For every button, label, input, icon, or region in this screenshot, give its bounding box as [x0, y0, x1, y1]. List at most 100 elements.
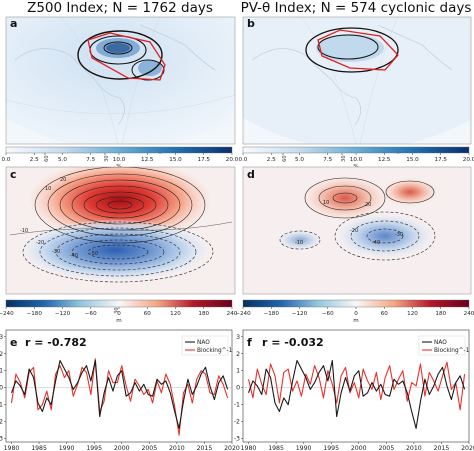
lon-label-b-2: 30°W	[341, 148, 347, 162]
cbar-freq-tick-label-1-8: 20.0	[463, 157, 474, 163]
chart-e-ytick-label-1: -2	[0, 419, 3, 426]
contour-label-c-6: -40	[70, 253, 78, 259]
chart-e-xtick-label-4: 2000	[114, 445, 130, 451]
colorbar-freq-right	[242, 146, 470, 154]
panel-letter-a: a	[10, 17, 17, 30]
cbar-anom-tick-label-0-5: 60	[144, 311, 152, 317]
cbar-freq-tick-label-0-1: 2.5	[30, 157, 39, 163]
chart-e-ytick-label-6: 3	[0, 334, 3, 341]
cbar-freq-tick-label-1-1: 2.5	[267, 157, 276, 163]
cbar-freq-tick-label-0-3: 7.5	[86, 157, 95, 163]
title-right: PV-θ Index; N = 574 cyclonic days	[241, 0, 472, 16]
chart-f-xtick-label-4: 2000	[351, 445, 367, 451]
contour-label-d-2: 20	[365, 202, 371, 208]
colorbar-frequency: 0.02.55.07.510.012.515.017.520.0%0.02.55…	[2, 146, 474, 170]
cbar-freq-tick-label-1-3: 7.5	[323, 157, 332, 163]
cbar-anom-unit-0: m	[116, 318, 121, 324]
contour-label-c-7: -50	[90, 251, 98, 257]
cbar-anom-tick-label-1-2: −120	[292, 311, 308, 317]
cbar-anom-tick-label-1-5: 60	[381, 311, 389, 317]
chart-f-xtick-label-0: 1980	[241, 445, 257, 451]
chart-f-xtick-label-7: 2015	[434, 445, 450, 451]
chart-f-xtick-label-6: 2010	[406, 445, 422, 451]
cbar-anom-tick-label-1-1: −180	[264, 311, 280, 317]
cbar-freq-tick-label-0-0: 0.0	[2, 157, 11, 163]
panel-letter-b: b	[247, 17, 255, 30]
panel-letter-d: d	[247, 168, 255, 181]
cbar-freq-tick-label-0-7: 17.5	[198, 157, 211, 163]
chart-f-xtick-label-3: 1995	[323, 445, 339, 451]
chart-f-legend-label-1: Blocking^-1	[434, 348, 470, 354]
colorbar-anom-left	[5, 299, 233, 308]
cbar-anom-tick-label-1-8: 240	[464, 311, 474, 317]
cbar-freq-tick-label-1-7: 17.5	[435, 157, 448, 163]
correlation-label-f: r = -0.032	[262, 336, 324, 349]
chart-f-xtick-label-8: 2020	[461, 445, 474, 451]
cbar-anom-unit-1: m	[353, 318, 358, 324]
chart-e-ytick-label-4: 1	[0, 368, 3, 375]
panel-letter-e: e	[10, 336, 17, 349]
cbar-anom-tick-label-0-1: −180	[27, 311, 43, 317]
chart-f-ytick-label-2: -1	[234, 402, 240, 409]
cbar-anom-tick-label-0-7: 180	[198, 311, 209, 317]
chart-e-ytick-label-0: -3	[0, 436, 3, 443]
cbar-anom-tick-label-1-3: −60	[322, 311, 334, 317]
colorbar-anomaly: −240 −180 −120 −60 0 60 120 180 240 m −240 −180 −120…	[0, 299, 474, 324]
contour-label-c-2: 10	[45, 186, 51, 192]
chart-f-xtick-label-2: 1990	[296, 445, 312, 451]
cbar-freq-tick-label-0-8: 20.0	[226, 157, 239, 163]
line-chart-f: 1980 1985 1990 1995 2000 2005 2010 2015 2020 -3 -2…	[234, 329, 474, 451]
cbar-anom-tick-label-1-4: 0	[354, 311, 358, 317]
chart-e-xtick-label-8: 2020	[224, 445, 240, 451]
chart-e-ytick-label-3: 0	[0, 385, 3, 392]
lon-label-a-1: 60°W	[44, 148, 50, 162]
map-panel-b	[243, 17, 471, 144]
chart-e-legend-label-0: NAO	[197, 340, 210, 346]
cbar-freq-tick-label-1-4: 10.0	[350, 157, 363, 163]
chart-e-xtick-label-5: 2005	[141, 445, 157, 451]
line-chart-e: 198019851990199520002005201020152020-3-2…	[0, 329, 240, 451]
chart-f-xtick-label-1: 1985	[268, 445, 284, 451]
cbar-freq-tick-label-1-0: 0.0	[239, 157, 248, 163]
chart-f-ytick-label-5: 2	[236, 351, 240, 358]
colorbar-freq-left	[5, 146, 233, 154]
cbar-anom-tick-label-0-0: −240	[0, 311, 14, 317]
chart-f-ytick-label-6: 3	[236, 334, 240, 341]
map-panel-a	[6, 17, 235, 144]
map-panel-c	[6, 167, 235, 294]
chart-e-xtick-label-6: 2010	[169, 445, 185, 451]
chart-e-xtick-label-3: 1995	[86, 445, 102, 451]
contour-label-d-1: 10	[323, 200, 329, 206]
cbar-anom-tick-label-1-6: 120	[407, 311, 418, 317]
chart-e-ytick-label-5: 2	[0, 351, 3, 358]
contour-label-d-4: -30	[395, 232, 403, 238]
cbar-anom-tick-label-0-6: 120	[170, 311, 181, 317]
contour-label-d-3: -20	[350, 228, 358, 234]
cbar-anom-tick-label-1-0: −240	[235, 311, 251, 317]
contour-label-c-5: -30	[52, 249, 60, 255]
correlation-label-e: r = -0.782	[25, 336, 87, 349]
contour-label-c-3: -10	[20, 228, 28, 234]
chart-e-series-blocking	[10, 358, 229, 436]
chart-e-ytick-label-2: -1	[0, 402, 3, 409]
colorbar-anom-right	[242, 299, 470, 308]
panel-letter-c: c	[10, 168, 17, 181]
chart-e-xtick-label-7: 2015	[197, 445, 213, 451]
cbar-anom-tick-label-0-2: −120	[55, 311, 71, 317]
chart-f-legend-label-0: NAO	[434, 340, 447, 346]
chart-f-ytick-label-4: 1	[236, 368, 240, 375]
title-left: Z500 Index; N = 1762 days	[27, 0, 213, 16]
panel-letter-f: f	[247, 336, 252, 349]
chart-e-legend-label-1: Blocking^-1	[197, 348, 233, 354]
cbar-anom-tick-label-0-3: −60	[85, 311, 97, 317]
cbar-freq-tick-label-1-6: 15.0	[406, 157, 419, 163]
chart-f-xtick-label-5: 2005	[378, 445, 394, 451]
contour-label-c-4: -20	[36, 240, 44, 246]
chart-e-series-nao	[10, 360, 229, 429]
chart-f-ytick-label-0: -3	[234, 436, 240, 443]
lon-label-b-1: 60°W	[282, 148, 288, 162]
contour-label-d-6: -10	[295, 240, 303, 246]
cbar-freq-tick-label-0-4: 10.0	[113, 157, 126, 163]
contour-label-c-1: 20	[60, 177, 66, 183]
